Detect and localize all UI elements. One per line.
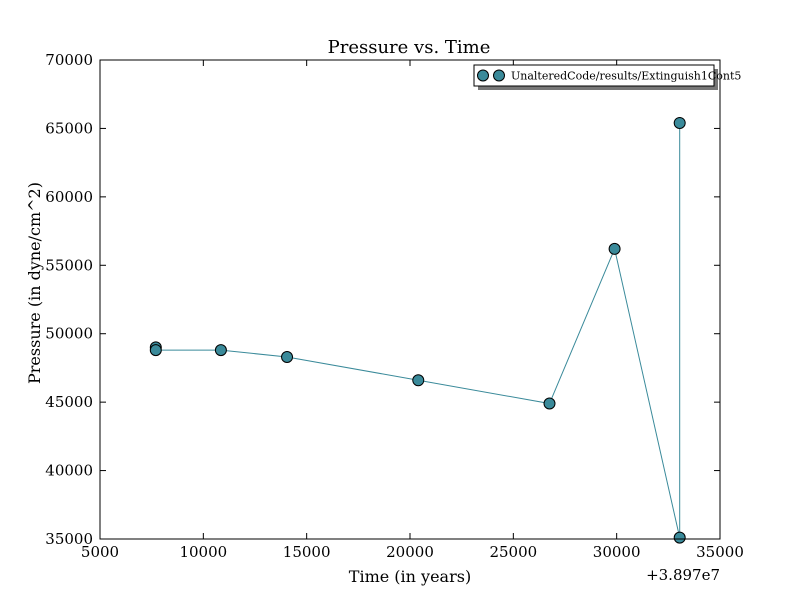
y-axis-label: Pressure (in dyne/cm^2) — [25, 182, 44, 384]
y-tick-label: 40000 — [45, 462, 93, 480]
legend-marker-2 — [493, 69, 505, 82]
legend-box — [473, 64, 715, 87]
x-tick-label: 25000 — [489, 543, 537, 561]
data-point — [673, 531, 686, 544]
data-point — [214, 344, 227, 357]
y-tick-label: 35000 — [45, 530, 93, 548]
ticks-layer: 5000 10000 15000 20000 25000 30000 35000 35000 4… — [45, 51, 744, 561]
x-tick-label: 5000 — [81, 543, 119, 561]
y-tick-label: 50000 — [45, 325, 93, 343]
plot-frame — [99, 59, 721, 540]
x-tick-label: 30000 — [593, 543, 641, 561]
x-axis-label: Time (in years) — [349, 567, 471, 586]
data-point — [281, 350, 294, 363]
x-offset-label: +3.897e7 — [646, 566, 720, 584]
legend-marker-1 — [477, 69, 489, 82]
y-tick-label: 60000 — [45, 188, 93, 206]
x-tick-label: 15000 — [283, 543, 331, 561]
data-point — [543, 397, 556, 410]
data-point — [608, 242, 621, 255]
series-layer — [149, 116, 686, 544]
data-point — [412, 374, 425, 387]
x-tick-label: 35000 — [696, 543, 744, 561]
chart-title: Pressure vs. Time — [328, 37, 491, 58]
y-tick-label: 65000 — [45, 119, 93, 137]
x-tick-label: 20000 — [386, 543, 434, 561]
legend-label: UnalteredCode/results/Extinguish1Cont5 — [511, 70, 741, 83]
y-tick-label: 70000 — [45, 51, 93, 69]
legend: UnalteredCode/results/Extinguish1Cont5 — [473, 64, 741, 90]
series-line — [155, 122, 681, 538]
x-tick-label: 10000 — [179, 543, 227, 561]
y-tick-label: 45000 — [45, 393, 93, 411]
data-point — [673, 116, 686, 129]
data-point — [149, 344, 162, 357]
y-tick-label: 55000 — [45, 256, 93, 274]
